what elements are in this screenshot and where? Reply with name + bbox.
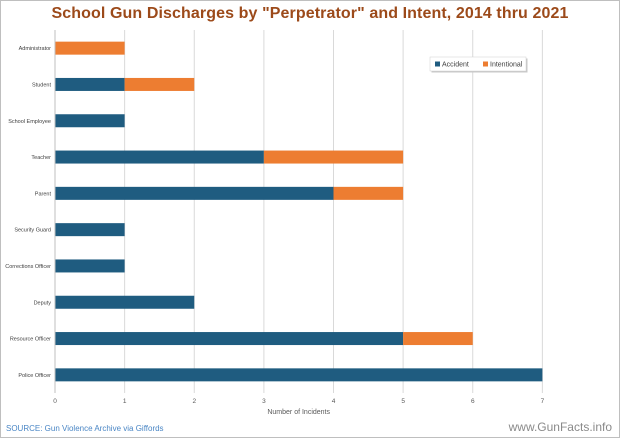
x-tick-label: 4 xyxy=(332,398,336,405)
source-note: SOURCE: Gun Violence Archive via Gifford… xyxy=(6,424,164,433)
category-label: Security Guard xyxy=(14,228,51,234)
legend-label: Intentional xyxy=(490,62,523,69)
bar-accident xyxy=(55,186,334,200)
bar-intentional xyxy=(55,41,125,55)
legend-box xyxy=(429,56,527,72)
bar-accident xyxy=(55,114,125,128)
bar-accident xyxy=(55,295,195,309)
x-tick-label: 5 xyxy=(401,398,405,405)
bar-accident xyxy=(55,368,543,382)
category-label: Student xyxy=(32,82,51,88)
bar-accident xyxy=(55,150,264,164)
category-label: Deputy xyxy=(34,300,52,306)
legend-swatch xyxy=(435,61,440,67)
legend-swatch xyxy=(483,61,488,67)
category-label: Administrator xyxy=(19,46,52,52)
category-label: Resource Officer xyxy=(10,337,51,343)
x-tick-label: 3 xyxy=(262,398,266,405)
category-label: Parent xyxy=(35,191,52,197)
category-label: Police Officer xyxy=(18,373,51,379)
x-tick-label: 0 xyxy=(53,398,57,405)
bar-intentional xyxy=(333,186,404,200)
bar-intentional xyxy=(124,77,195,91)
bar-accident xyxy=(55,77,125,91)
x-tick-label: 2 xyxy=(192,398,196,405)
x-tick-label: 7 xyxy=(541,398,545,405)
category-label: Corrections Officer xyxy=(5,264,51,270)
bar-accident xyxy=(55,332,404,346)
category-label: Teacher xyxy=(31,155,51,161)
chart-title: School Gun Discharges by "Perpetrator" a… xyxy=(51,5,569,22)
x-axis-label: Number of Incidents xyxy=(267,409,330,416)
bar-intentional xyxy=(403,332,473,346)
x-tick-label: 6 xyxy=(471,398,475,405)
bar-accident xyxy=(55,259,125,273)
x-tick-label: 1 xyxy=(123,398,127,405)
legend-label: Accident xyxy=(442,62,469,69)
bar-accident xyxy=(55,223,125,237)
brand-watermark: www.GunFacts.info xyxy=(508,420,612,434)
category-label: School Employee xyxy=(8,119,51,125)
bar-intentional xyxy=(263,150,404,164)
